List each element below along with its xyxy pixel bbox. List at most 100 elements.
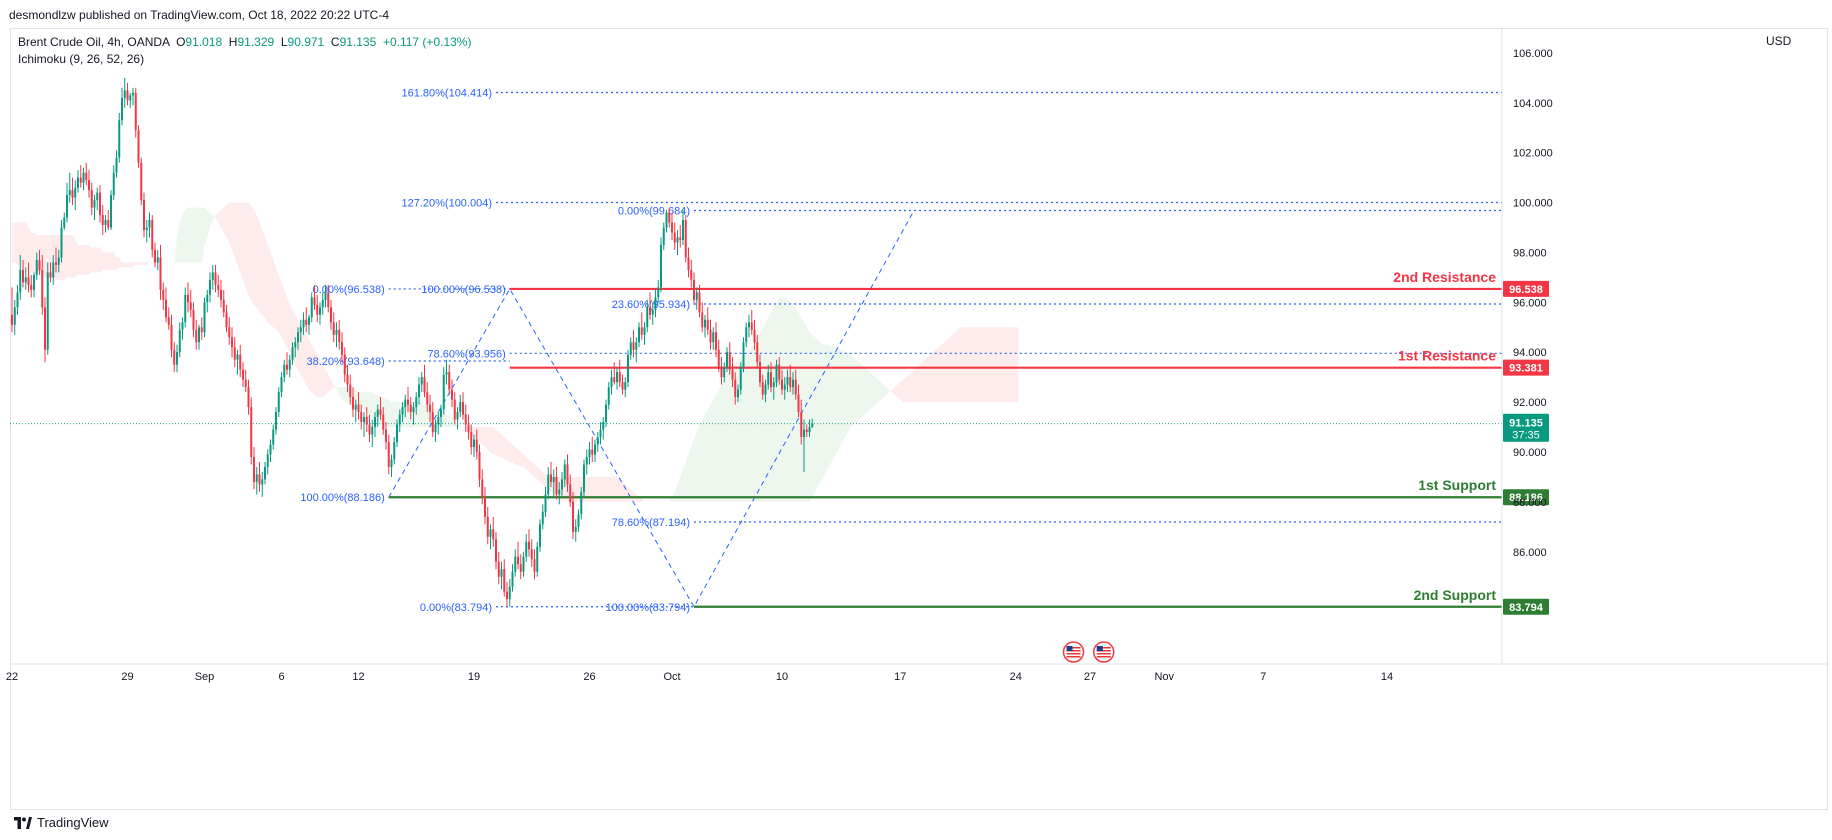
candle-body xyxy=(178,329,181,353)
close-key: C xyxy=(330,35,340,49)
cloud-segment xyxy=(966,327,969,403)
candle-body xyxy=(250,407,253,457)
candle-body xyxy=(624,382,627,390)
cloud-segment xyxy=(135,262,139,265)
cloud-segment xyxy=(89,244,92,275)
candle-body xyxy=(492,529,495,540)
candle-body xyxy=(195,329,198,343)
cloud-segment xyxy=(853,357,857,425)
candle-body xyxy=(275,412,277,430)
cloud-segment xyxy=(812,334,815,497)
cloud-segment xyxy=(754,337,758,502)
cloud-segment xyxy=(817,339,821,487)
candle-body xyxy=(613,377,616,383)
candle-body xyxy=(805,429,808,433)
cloud-segment xyxy=(993,327,997,403)
cloud-segment xyxy=(421,402,425,428)
cloud-segment xyxy=(204,207,208,245)
cloud-segment xyxy=(245,202,249,295)
cloud-segment xyxy=(177,222,180,263)
cloud-segment xyxy=(102,252,106,270)
chart-frame[interactable] xyxy=(10,28,1828,810)
tradingview-logo[interactable]: TradingView xyxy=(14,815,109,830)
candle-body xyxy=(71,190,74,198)
cloud-segment xyxy=(608,476,612,502)
fib-level-label: 100.00%(88.186) xyxy=(300,492,384,504)
cloud-segment xyxy=(575,476,579,502)
candle-body xyxy=(748,322,750,328)
candle-body xyxy=(783,384,786,390)
candle-body xyxy=(233,347,236,360)
y-tick-label: 96.000 xyxy=(1513,297,1547,309)
cloud-segment xyxy=(828,344,832,467)
cloud-segment xyxy=(716,389,719,502)
cloud-segment xyxy=(122,262,125,268)
open-value: 91.018 xyxy=(185,35,223,49)
candle-body xyxy=(418,384,420,398)
currency-label[interactable]: USD xyxy=(1766,34,1792,48)
candle-body xyxy=(16,292,19,308)
candle-body xyxy=(473,439,475,448)
symbol-name[interactable]: Brent Crude Oil, 4h, OANDA xyxy=(18,35,170,49)
x-tick-label: 6 xyxy=(278,671,284,683)
cloud-segment xyxy=(234,202,238,265)
candle-body xyxy=(173,349,176,365)
flag-stripe xyxy=(1066,653,1081,655)
flag-stripe xyxy=(1096,656,1111,658)
cloud-segment xyxy=(611,476,615,502)
indicator-name[interactable]: Ichimoku (9, 26, 52, 26) xyxy=(18,52,145,66)
candle-body xyxy=(528,541,530,550)
cloud-segment xyxy=(696,424,700,502)
cloud-segment xyxy=(108,252,111,270)
cloud-segment xyxy=(331,379,334,390)
candle-body xyxy=(310,297,313,318)
cloud-segment xyxy=(496,429,499,457)
candle-body xyxy=(701,312,704,328)
cloud-segment xyxy=(267,244,271,325)
candle-body xyxy=(255,474,258,482)
flag-stripe xyxy=(1096,647,1111,649)
indicator-row[interactable]: Ichimoku (9, 26, 52, 26) xyxy=(18,51,471,68)
candle-body xyxy=(68,190,71,196)
x-tick-label: 19 xyxy=(468,671,480,683)
candle-body xyxy=(231,337,233,348)
cloud-segment xyxy=(848,352,851,433)
cloud-segment xyxy=(710,399,714,502)
candle-body xyxy=(379,409,382,415)
cloud-segment xyxy=(69,235,73,278)
cloud-segment xyxy=(133,262,136,268)
candle-body xyxy=(258,474,261,485)
candle-body xyxy=(654,297,657,310)
candle-body xyxy=(206,294,209,303)
fib-level-label: 0.00%(99.684) xyxy=(618,205,690,217)
cloud-segment xyxy=(680,469,683,502)
cloud-segment xyxy=(826,344,829,472)
cloud-segment xyxy=(804,322,807,502)
candle-body xyxy=(803,429,805,438)
candle-body xyxy=(313,297,316,305)
close-value: 91.135 xyxy=(339,35,377,49)
candle-body xyxy=(453,399,456,420)
cloud-segment xyxy=(894,384,898,398)
cloud-segment xyxy=(523,454,527,470)
candle-body xyxy=(74,187,77,198)
cloud-segment xyxy=(892,387,895,395)
event-flags xyxy=(1062,641,1115,663)
cloud-segment xyxy=(707,404,711,502)
cloud-segment xyxy=(743,352,747,502)
flag-stripe xyxy=(1066,656,1081,658)
cloud-segment xyxy=(328,374,331,393)
cloud-segment xyxy=(146,262,150,265)
cloud-segment xyxy=(199,207,202,263)
cloud-segment xyxy=(303,329,307,385)
candle-body xyxy=(266,454,269,467)
cloud-segment xyxy=(938,344,942,403)
cloud-segment xyxy=(449,414,452,428)
candle-body xyxy=(365,417,368,425)
candle-body xyxy=(244,379,247,388)
cloud-segment xyxy=(914,367,917,403)
price-tag-label: 88.186 xyxy=(1509,492,1543,504)
cloud-segment xyxy=(944,339,947,403)
candle-body xyxy=(291,347,294,360)
